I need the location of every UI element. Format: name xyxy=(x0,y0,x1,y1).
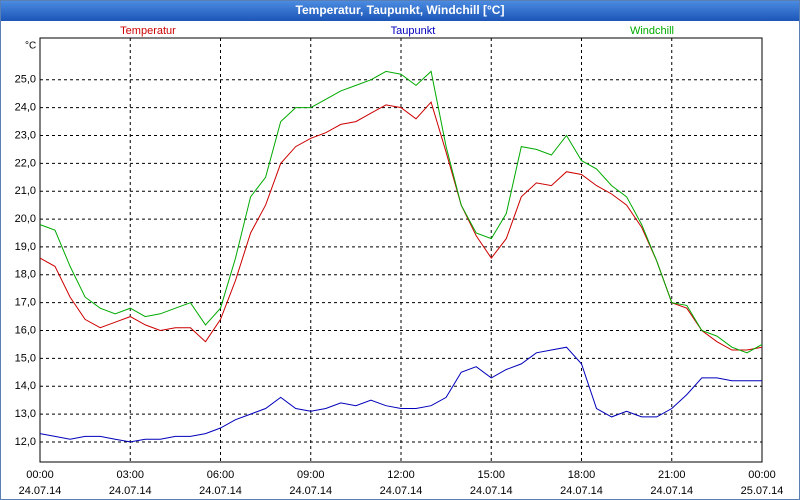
y-tick-label: 19,0 xyxy=(15,241,36,253)
x-tick-label: 18:00 xyxy=(568,469,596,481)
chart-title: Temperatur, Taupunkt, Windchill [°C] xyxy=(296,3,505,17)
x-tick-label: 15:00 xyxy=(477,469,505,481)
data-line xyxy=(39,346,762,443)
x-tick-date: 24.07.14 xyxy=(19,485,62,497)
x-tick-label: 06:00 xyxy=(207,469,235,481)
y-tick-label: 12,0 xyxy=(15,436,36,448)
legend-label: Taupunkt xyxy=(391,25,436,37)
x-tick-label: 00:00 xyxy=(748,469,776,481)
y-unit: °C xyxy=(25,41,36,52)
title-bar xyxy=(1,1,799,21)
y-tick-label: 24,0 xyxy=(15,102,36,114)
y-tick-label: 20,0 xyxy=(15,213,36,225)
data-line xyxy=(39,101,763,351)
y-tick-label: 22,0 xyxy=(15,157,36,169)
x-tick-label: 09:00 xyxy=(297,469,325,481)
x-tick-label: 12:00 xyxy=(387,469,415,481)
y-tick-label: 14,0 xyxy=(15,380,36,392)
y-tick-label: 18,0 xyxy=(15,269,36,281)
y-tick-label: 13,0 xyxy=(15,408,36,420)
x-tick-date: 25.07.14 xyxy=(741,485,784,497)
y-tick-label: 16,0 xyxy=(15,324,36,336)
legend-label: Temperatur xyxy=(120,25,176,37)
x-tick-date: 24.07.14 xyxy=(650,485,693,497)
y-tick-label: 25,0 xyxy=(15,74,36,86)
x-tick-date: 24.07.14 xyxy=(470,485,513,497)
data-line xyxy=(39,70,763,354)
legend-label: Windchill xyxy=(630,25,674,37)
x-tick-date: 24.07.14 xyxy=(199,485,242,497)
plot-frame xyxy=(39,37,763,463)
x-tick-date: 24.07.14 xyxy=(560,485,603,497)
x-tick-date: 24.07.14 xyxy=(289,485,332,497)
y-tick-label: 17,0 xyxy=(15,297,36,309)
x-tick-label: 00:00 xyxy=(26,469,54,481)
y-tick-label: 23,0 xyxy=(15,129,36,141)
x-tick-label: 21:00 xyxy=(658,469,686,481)
x-tick-date: 24.07.14 xyxy=(380,485,423,497)
y-tick-label: 21,0 xyxy=(15,185,36,197)
y-tick-label: 15,0 xyxy=(15,352,36,364)
x-tick-date: 24.07.14 xyxy=(109,485,152,497)
x-tick-label: 03:00 xyxy=(116,469,144,481)
